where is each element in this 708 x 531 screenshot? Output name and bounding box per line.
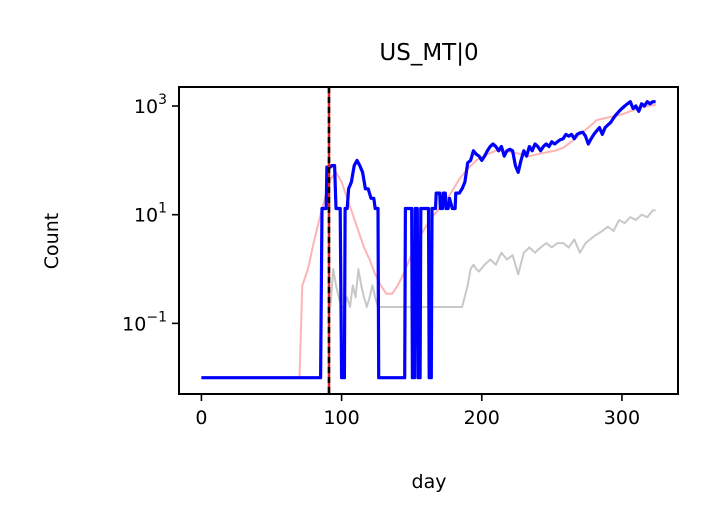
x-tick-label: 100: [323, 407, 359, 429]
x-tick-label: 200: [464, 407, 500, 429]
x-tick-label: 300: [604, 407, 640, 429]
x-tick-label: 0: [195, 407, 207, 429]
series-line-2: [201, 100, 656, 380]
series-line-1: [329, 209, 656, 308]
y-tick-label: 10−1: [122, 309, 167, 335]
y-axis-label: Count: [41, 213, 63, 269]
y-tick-label: 101: [134, 201, 167, 227]
plot-frame: [178, 86, 679, 395]
y-tick-label: 103: [134, 92, 167, 118]
chart-title: US_MT|0: [379, 40, 478, 66]
x-axis: 0 100 200 300: [195, 394, 640, 429]
x-axis-label: day: [412, 471, 447, 493]
series-line-0: [201, 103, 656, 379]
y-axis: 10−1 101 103: [122, 92, 179, 335]
